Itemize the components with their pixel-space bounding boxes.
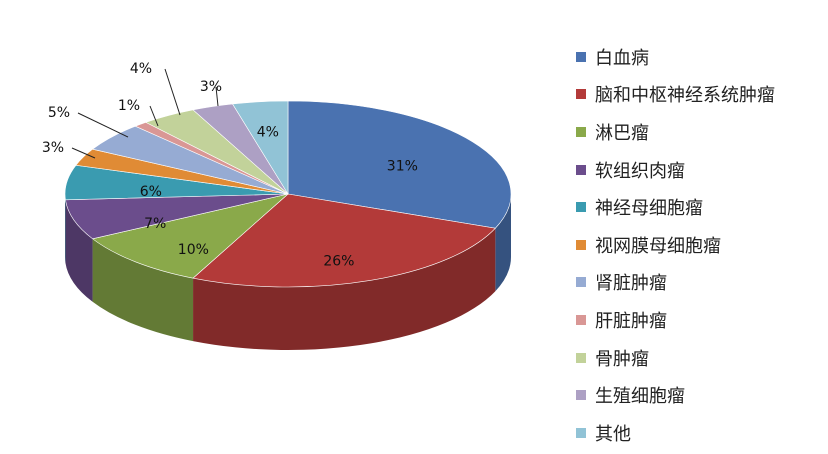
legend-swatch (576, 314, 586, 325)
legend-swatch (576, 277, 586, 288)
leader-line-7 (149, 105, 159, 127)
legend-label: 淋巴瘤 (595, 122, 649, 144)
legend-label: 肝脏肿瘤 (595, 310, 667, 332)
data-label-3: 7% (144, 216, 166, 232)
data-label-0: 31% (387, 159, 418, 175)
pie-side-0 (495, 194, 511, 292)
pie-slice-10 (232, 100, 289, 196)
data-label-6: 5% (48, 105, 70, 121)
legend-label: 生殖细胞瘤 (595, 386, 685, 408)
legend-label: 白血病 (595, 47, 649, 69)
data-labels: 31% 26% 10% 7% 6% 3% 5% 1% 4% 3% 4% (42, 61, 418, 270)
legend-item: 肝脏肿瘤 (576, 301, 822, 339)
pie-slice-2 (91, 193, 289, 279)
legend-swatch (576, 126, 586, 137)
legend-item: 神经母细胞瘤 (576, 188, 822, 226)
legend-swatch (576, 89, 586, 100)
legend-label: 软组织肉瘤 (595, 160, 685, 182)
legend-label: 骨肿瘤 (595, 348, 649, 370)
pie-chart: 31% 26% 10% 7% 6% 3% 5% 1% 4% 3% 4% (42, 61, 512, 350)
data-label-4: 6% (140, 184, 162, 200)
chart-legend: 白血病脑和中枢神经系统肿瘤 淋巴瘤软组织肉瘤神经母细胞瘤 视网膜母细胞瘤 肾脏肿瘤肝脏… (576, 38, 822, 452)
leader-line-6 (77, 112, 129, 138)
pie-slice-0 (287, 100, 512, 229)
legend-label: 其他 (595, 423, 631, 445)
legend-label: 神经母细胞瘤 (595, 198, 703, 220)
legend-label: 视网膜母细胞瘤 (595, 235, 721, 257)
legend-item: 生殖细胞瘤 (576, 376, 822, 414)
legend-item: 淋巴瘤 (576, 113, 822, 151)
data-label-8: 4% (130, 61, 152, 77)
legend-label: 肾脏肿瘤 (595, 273, 667, 295)
leader-line-5 (71, 147, 96, 159)
data-label-10: 4% (257, 125, 279, 141)
pie-sides (65, 194, 511, 350)
legend-swatch (576, 239, 586, 250)
pie-side-2 (92, 238, 194, 342)
legend-swatch (576, 390, 586, 401)
leader-line-8 (164, 68, 181, 116)
legend-item: 白血病 (576, 38, 822, 76)
data-label-2: 10% (178, 242, 209, 258)
legend-item: 软组织肉瘤 (576, 151, 822, 189)
pie-side-1 (193, 228, 496, 350)
data-label-1: 26% (323, 254, 354, 270)
legend-label: 脑和中枢神经系统肿瘤 (595, 85, 775, 107)
legend-item: 其他 (576, 414, 822, 452)
data-label-7: 1% (118, 98, 140, 114)
legend-swatch (576, 427, 586, 438)
legend-item: 骨肿瘤 (576, 339, 822, 377)
pie-tops (64, 100, 512, 288)
legend-swatch (576, 202, 586, 213)
data-label-5: 3% (42, 140, 64, 156)
legend-item: 视网膜母细胞瘤 (576, 226, 822, 264)
data-label-9: 3% (200, 79, 222, 95)
leader-line-9 (215, 86, 219, 107)
pie-slice-1 (192, 193, 496, 288)
legend-swatch (576, 164, 586, 175)
pie-side-3 (65, 199, 93, 302)
legend-swatch (576, 51, 586, 62)
legend-swatch (576, 352, 586, 363)
legend-item: 肾脏肿瘤 (576, 264, 822, 302)
legend-item: 脑和中枢神经系统肿瘤 (576, 76, 822, 114)
